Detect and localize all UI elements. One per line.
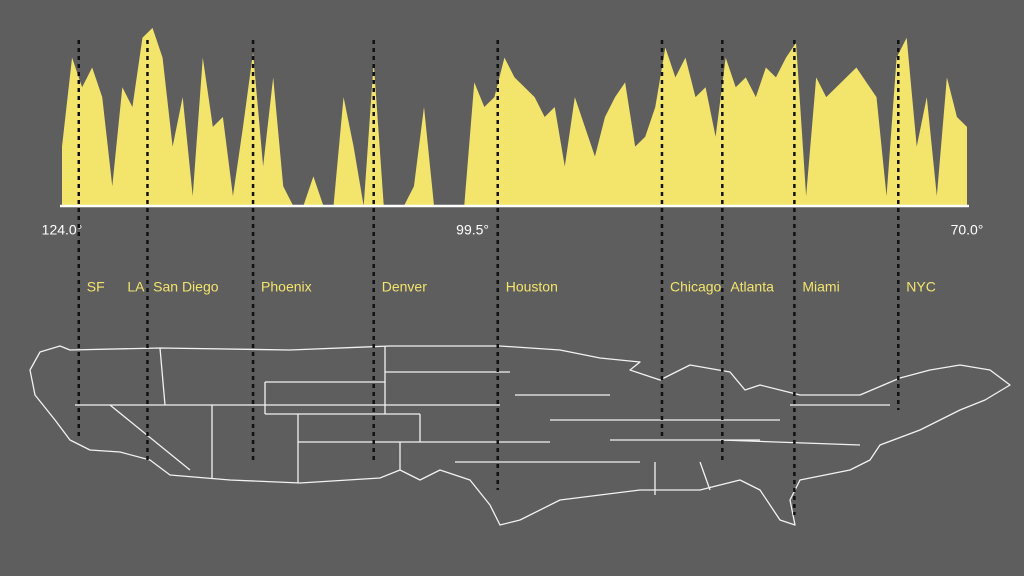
city-label: NYC xyxy=(906,279,936,295)
city-label: Phoenix xyxy=(261,279,312,295)
state-line xyxy=(109,404,191,471)
state-line xyxy=(159,347,166,406)
city-label: San Diego xyxy=(153,279,219,295)
state-line xyxy=(699,461,711,491)
city-label: Atlanta xyxy=(730,279,774,295)
city-label: LA xyxy=(127,279,145,295)
x-tick-label: 99.5° xyxy=(456,222,489,238)
us-outline xyxy=(29,345,1011,526)
city-label: Denver xyxy=(382,279,427,295)
city-label: Miami xyxy=(802,279,839,295)
state-line xyxy=(719,439,861,446)
x-tick-label: 124.0° xyxy=(42,222,83,238)
us-map xyxy=(29,345,1011,526)
city-label: SF xyxy=(87,279,105,295)
area xyxy=(62,27,967,206)
city-label: Houston xyxy=(506,279,558,295)
city-label: Chicago xyxy=(670,279,722,295)
x-tick-label: 70.0° xyxy=(951,222,984,238)
